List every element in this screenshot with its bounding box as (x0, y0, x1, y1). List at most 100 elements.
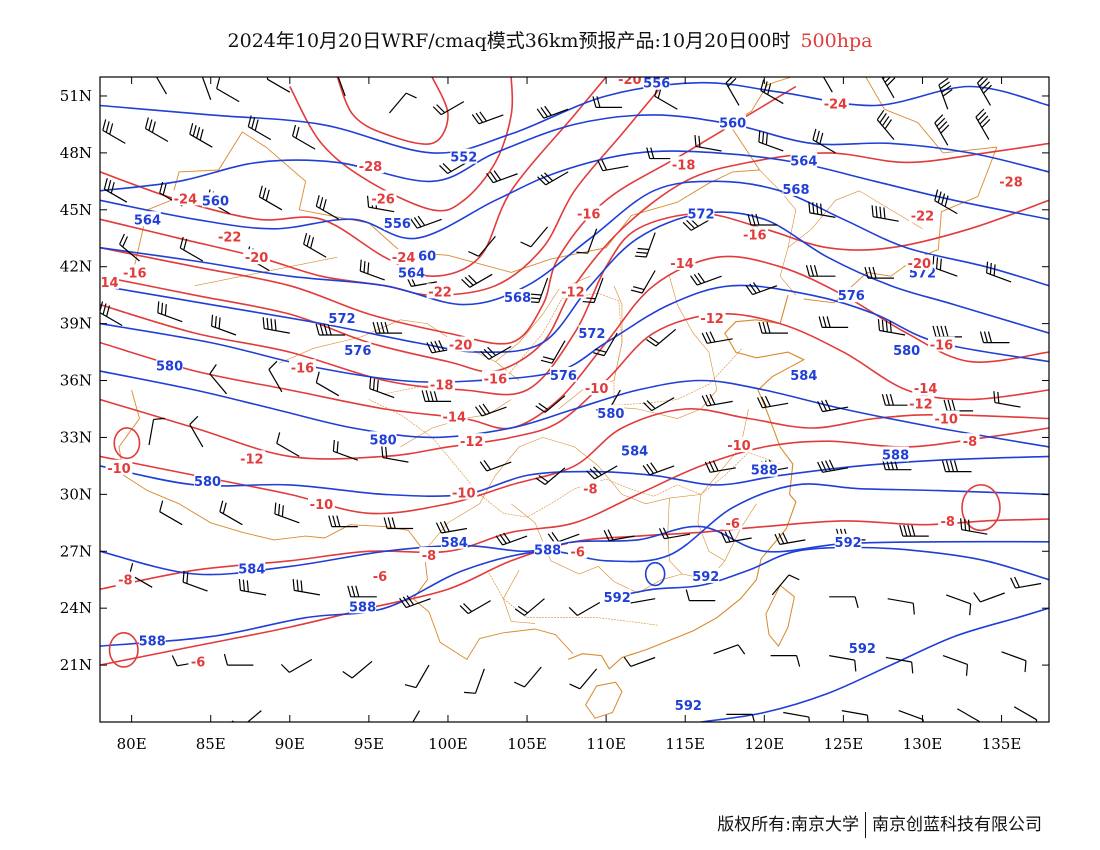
wind-barb (459, 600, 491, 615)
contour-label-background (583, 380, 611, 396)
contour-label-background (202, 192, 229, 208)
contour-label-background (238, 560, 266, 576)
contour-label-background (194, 473, 221, 489)
hainan-island-outline (585, 681, 623, 719)
wind-barb (841, 710, 869, 722)
temperature-label: -8 (941, 515, 955, 530)
contour-label-background (616, 77, 644, 86)
contour-label-background (458, 433, 486, 449)
temperature-label: -24 (392, 251, 416, 266)
geopotential-contour-588 (100, 483, 1049, 647)
contour-label-background (782, 180, 810, 196)
contour-label-background (289, 359, 316, 375)
map-title-main: 2024年10月20日WRF/cmaq模式36km预报产品:10月20日00时 (227, 30, 791, 52)
province-boundary (667, 498, 683, 575)
wind-barb (774, 532, 806, 545)
wind-barb (461, 273, 493, 288)
wind-barb (941, 460, 972, 473)
temperature-label: -12 (460, 435, 484, 450)
geopotential-label: 584 (238, 562, 265, 577)
wind-barb (303, 233, 327, 258)
wind-barb (182, 570, 208, 592)
wind-barb (945, 594, 972, 616)
temperature-contour--20 (100, 85, 797, 345)
geopotential-label: 588 (349, 600, 376, 615)
province-boundary (759, 169, 797, 248)
contour-label-background (687, 205, 715, 221)
temperature-label: -14 (914, 382, 938, 397)
plot-frame (99, 76, 1050, 723)
temperature-label: -28 (999, 175, 1023, 190)
temperature-label: -22 (911, 209, 935, 224)
temperature-label: -16 (743, 228, 767, 243)
geopotential-label: 568 (782, 183, 809, 198)
temperature-label: -16 (930, 338, 954, 353)
geopotential-label: 560 (719, 117, 746, 132)
geopotential-label: 580 (893, 344, 920, 359)
province-boundary (423, 437, 599, 552)
geopotential-contour-568 (100, 180, 1049, 306)
contour-label-background (370, 567, 390, 583)
temperature-label: -6 (373, 570, 387, 585)
wind-barb (247, 115, 272, 141)
geopotential-label: 588 (882, 449, 909, 464)
contour-label-background (603, 588, 631, 604)
contour-label-background (105, 459, 133, 475)
wind-barb (464, 668, 485, 694)
temperature-closed-contour (961, 484, 1001, 532)
contour-label-background (750, 461, 778, 477)
contour-label-background (997, 173, 1025, 189)
wind-barb (315, 323, 346, 336)
contour-label-background (369, 431, 397, 447)
temperature-contour--10 (100, 407, 1049, 515)
province-boundary (194, 256, 338, 286)
contour-label-background (932, 410, 960, 426)
wind-barb (899, 524, 929, 537)
contour-label-background (938, 512, 958, 528)
wind-barb (885, 656, 914, 674)
copyright-label: 版权所有: (717, 815, 791, 835)
geopotential-label: 588 (139, 634, 166, 649)
wind-barb (818, 316, 849, 329)
contour-label-background (670, 156, 698, 172)
contour-label-background (741, 226, 769, 242)
contour-label-background (440, 533, 468, 549)
geopotential-label: 552 (450, 151, 477, 166)
contour-label-background (328, 309, 356, 325)
temperature-label: -16 (291, 361, 315, 376)
wind-barb (864, 266, 894, 279)
temperature-label: -12 (240, 452, 264, 467)
wind-barb (144, 117, 169, 143)
wind-barb (701, 393, 733, 407)
geopotential-label: 592 (675, 699, 702, 714)
contour-label-background (550, 366, 577, 382)
temperature-label: -20 (245, 251, 269, 266)
temperature-closed-contour (108, 632, 139, 668)
x-tick-label: 80E (117, 735, 147, 753)
temperature-closed-contour (113, 427, 141, 460)
contour-label-background (597, 404, 625, 420)
contour-label-background (450, 148, 478, 164)
wind-barb (258, 185, 283, 211)
geopotential-label: 568 (504, 291, 531, 306)
wind-barb (157, 301, 183, 323)
wind-barb (685, 589, 716, 602)
wind-barb (934, 189, 958, 215)
temperature-label: -20 (908, 257, 932, 272)
contour-label-background (643, 77, 671, 90)
wind-barb (586, 465, 618, 480)
wind-barb (771, 574, 800, 596)
wind-barb (219, 500, 243, 526)
geopotential-label: 580 (156, 359, 183, 374)
wind-barb (932, 255, 958, 277)
contour-label-background (578, 325, 606, 341)
wind-barb (973, 592, 1005, 603)
x-tick-label: 85E (196, 735, 226, 753)
x-tick-label: 95E (354, 735, 384, 753)
geopotential-label: 556 (643, 77, 670, 92)
y-tick-label: 33N (60, 428, 92, 446)
wind-barb (887, 598, 915, 615)
contour-label-background (216, 228, 244, 244)
